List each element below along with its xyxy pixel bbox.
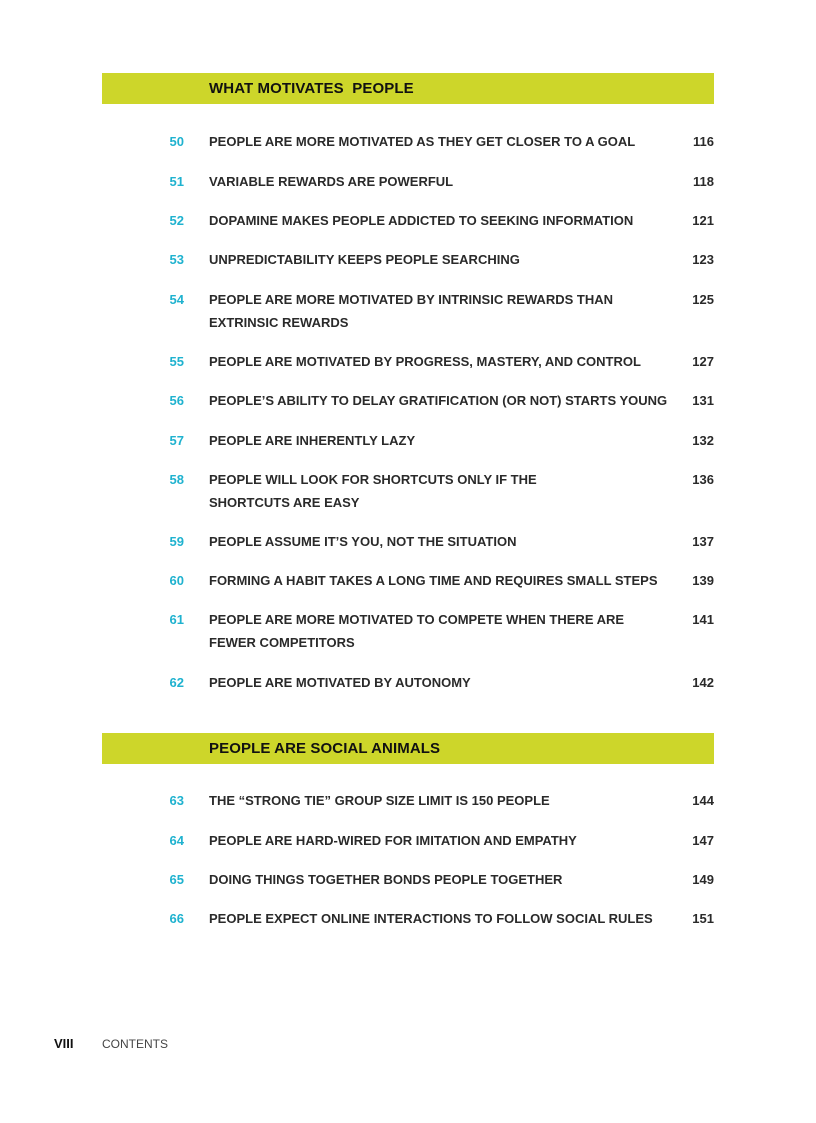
chapter-number: 52 [169,213,184,228]
page-number: 116 [693,134,714,149]
section-title: WHAT MOTIVATES PEOPLE [209,80,414,97]
chapter-title-line: EXTRINSIC REWARDS [209,315,349,330]
chapter-title: PEOPLE ARE MORE MOTIVATED AS THEY GET CL… [209,130,679,153]
chapter-title-line: PEOPLE ARE INHERENTLY LAZY [209,433,416,448]
chapter-title-line: PEOPLE ARE MORE MOTIVATED AS THEY GET CL… [209,134,636,149]
chapter-title: DOPAMINE MAKES PEOPLE ADDICTED TO SEEKIN… [209,209,679,232]
page-number: 141 [692,612,714,627]
chapter-title-line: VARIABLE REWARDS ARE POWERFUL [209,174,454,189]
chapter-title: PEOPLE ARE MOTIVATED BY AUTONOMY [209,671,679,694]
chapter-number: 63 [169,793,184,808]
page-number: 149 [692,872,714,887]
chapter-title-line: PEOPLE’S ABILITY TO DELAY GRATIFICATION … [209,393,668,408]
page-number: 136 [692,472,714,487]
chapter-number: 59 [169,534,184,549]
chapter-title: FORMING A HABIT TAKES A LONG TIME AND RE… [209,569,679,592]
footer-page-number: VIII [54,1036,74,1051]
chapter-title: PEOPLE’S ABILITY TO DELAY GRATIFICATION … [209,389,679,412]
chapter-title: PEOPLE WILL LOOK FOR SHORTCUTS ONLY IF T… [209,468,679,514]
chapter-title-line: DOING THINGS TOGETHER BONDS PEOPLE TOGET… [209,872,563,887]
section-header: WHAT MOTIVATES PEOPLE [102,73,714,104]
chapter-number: 64 [169,833,184,848]
chapter-title-line: PEOPLE EXPECT ONLINE INTERACTIONS TO FOL… [209,911,653,926]
page-number: 131 [692,393,714,408]
chapter-title: VARIABLE REWARDS ARE POWERFUL [209,170,679,193]
chapter-number: 57 [169,433,184,448]
chapter-title: THE “STRONG TIE” GROUP SIZE LIMIT IS 150… [209,789,679,812]
chapter-title-line: PEOPLE ARE MOTIVATED BY PROGRESS, MASTER… [209,354,641,369]
chapter-title: PEOPLE ASSUME IT’S YOU, NOT THE SITUATIO… [209,530,679,553]
page-number: 139 [692,573,714,588]
section-title: PEOPLE ARE SOCIAL ANIMALS [209,740,441,757]
chapter-title-line: PEOPLE ASSUME IT’S YOU, NOT THE SITUATIO… [209,534,517,549]
chapter-number: 60 [169,573,184,588]
page-number: 118 [693,174,714,189]
page-number: 142 [692,675,714,690]
chapter-title: PEOPLE EXPECT ONLINE INTERACTIONS TO FOL… [209,907,679,930]
chapter-number: 58 [169,472,184,487]
page-number: 125 [692,292,714,307]
chapter-number: 55 [169,354,184,369]
page-number: 137 [692,534,714,549]
chapter-title-line: PEOPLE ARE MOTIVATED BY AUTONOMY [209,675,471,690]
chapter-title: PEOPLE ARE MOTIVATED BY PROGRESS, MASTER… [209,350,679,373]
chapter-title-line: PEOPLE WILL LOOK FOR SHORTCUTS ONLY IF T… [209,472,537,487]
page-number: 121 [692,213,714,228]
chapter-title-line: PEOPLE ARE MORE MOTIVATED TO COMPETE WHE… [209,612,625,627]
footer-label: CONTENTS [102,1037,168,1051]
page-number: 151 [692,911,714,926]
chapter-title-line: SHORTCUTS ARE EASY [209,495,360,510]
chapter-title-line: FEWER COMPETITORS [209,635,355,650]
chapter-number: 65 [169,872,184,887]
chapter-number: 53 [169,252,184,267]
chapter-title: UNPREDICTABILITY KEEPS PEOPLE SEARCHING [209,248,679,271]
page-number: 144 [692,793,714,808]
chapter-title-line: THE “STRONG TIE” GROUP SIZE LIMIT IS 150… [209,793,550,808]
chapter-number: 62 [169,675,184,690]
chapter-title-line: PEOPLE ARE HARD-WIRED FOR IMITATION AND … [209,833,577,848]
chapter-number: 66 [169,911,184,926]
chapter-title: PEOPLE ARE HARD-WIRED FOR IMITATION AND … [209,829,679,852]
chapter-number: 51 [169,174,184,189]
page-number: 132 [692,433,714,448]
chapter-title: PEOPLE ARE INHERENTLY LAZY [209,429,679,452]
page-number: 147 [692,833,714,848]
chapter-title: PEOPLE ARE MORE MOTIVATED BY INTRINSIC R… [209,288,679,334]
chapter-title: DOING THINGS TOGETHER BONDS PEOPLE TOGET… [209,868,679,891]
section-header: PEOPLE ARE SOCIAL ANIMALS [102,733,714,764]
chapter-number: 56 [169,393,184,408]
chapter-number: 61 [169,612,184,627]
chapter-title-line: PEOPLE ARE MORE MOTIVATED BY INTRINSIC R… [209,292,613,307]
page-number: 127 [692,354,714,369]
chapter-number: 54 [169,292,184,307]
chapter-title: PEOPLE ARE MORE MOTIVATED TO COMPETE WHE… [209,608,679,654]
chapter-title-line: UNPREDICTABILITY KEEPS PEOPLE SEARCHING [209,252,520,267]
chapter-title-line: DOPAMINE MAKES PEOPLE ADDICTED TO SEEKIN… [209,213,634,228]
page-number: 123 [692,252,714,267]
chapter-number: 50 [169,134,184,149]
chapter-title-line: FORMING A HABIT TAKES A LONG TIME AND RE… [209,573,658,588]
